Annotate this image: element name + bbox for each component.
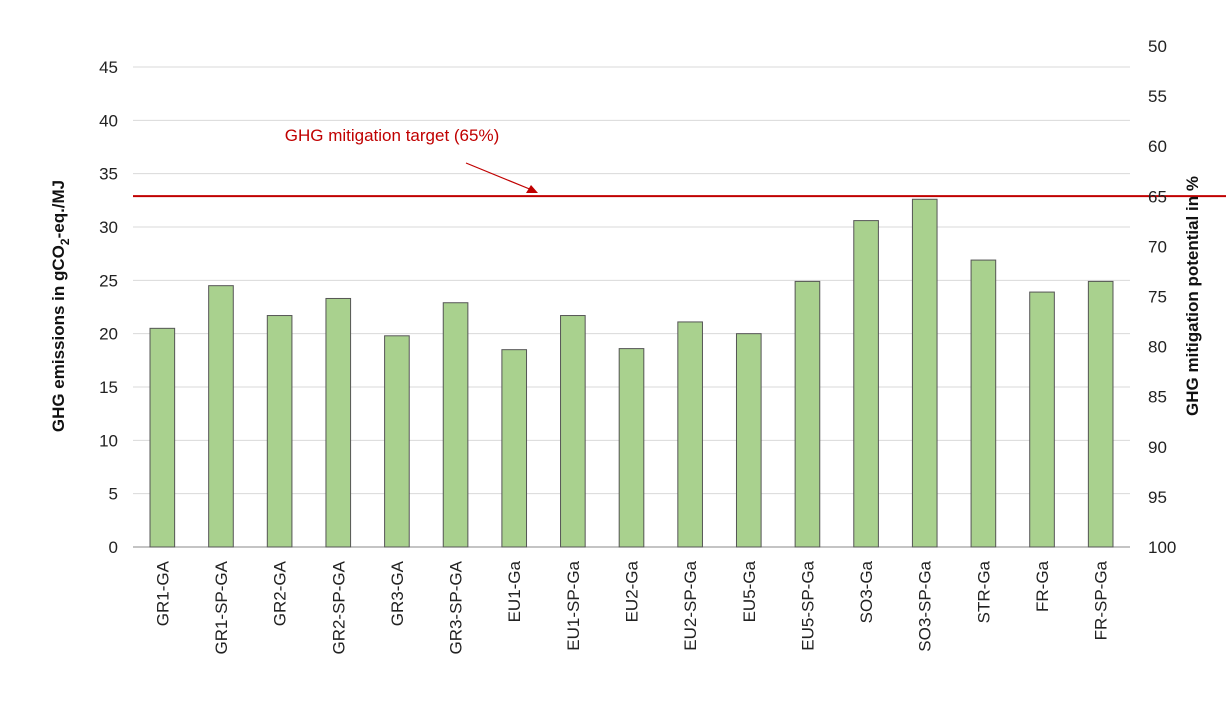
target-annotation: GHG mitigation target (65%) — [285, 126, 499, 145]
y2-tick-label: 95 — [1148, 488, 1167, 507]
y2-axis-title: GHG mitigation potential in % — [1183, 176, 1202, 416]
y-axis-ticks: 0 5 10 15 20 25 30 35 40 45 — [99, 58, 118, 557]
x-category-label: EU1-Ga — [505, 560, 524, 622]
bar — [1087, 280, 1114, 548]
y2-tick-label: 100 — [1148, 538, 1176, 557]
bar — [560, 315, 586, 548]
y2-axis-ticks: 100 95 90 85 80 75 70 65 60 55 50 — [1148, 37, 1176, 557]
y2-tick-label: 85 — [1148, 388, 1167, 407]
bar — [501, 349, 528, 548]
y-tick-label: 20 — [99, 325, 118, 344]
y-tick-label: 30 — [99, 218, 118, 237]
y-tick-label: 5 — [109, 485, 118, 504]
y2-tick-label: 55 — [1148, 87, 1167, 106]
x-category-label: GR1-SP-GA — [212, 560, 231, 654]
y2-tick-label: 60 — [1148, 137, 1167, 156]
bar — [853, 220, 879, 548]
x-category-label: SO3-SP-Ga — [916, 560, 935, 651]
x-category-label: EU5-Ga — [740, 560, 759, 622]
gridlines — [133, 66, 1130, 548]
bar — [970, 259, 997, 548]
y-axis-title: GHG emissions in gCO2-eq./MJ — [49, 180, 72, 432]
bar — [149, 327, 176, 548]
bar — [677, 321, 703, 548]
y-tick-label: 35 — [99, 165, 118, 184]
bar — [442, 302, 469, 548]
x-category-label: GR3-GA — [388, 560, 407, 626]
target-line-group — [133, 162, 1226, 198]
x-category-label: GR2-SP-GA — [329, 560, 348, 654]
bar — [384, 335, 410, 548]
y-tick-label: 10 — [99, 431, 118, 450]
annotation-arrow — [465, 162, 533, 191]
y2-tick-label: 90 — [1148, 438, 1167, 457]
bar — [794, 280, 821, 548]
y-tick-label: 0 — [109, 538, 118, 557]
x-category-label: FR-Ga — [1033, 560, 1052, 612]
bar — [618, 348, 645, 548]
x-category-label: GR3-SP-GA — [447, 560, 466, 654]
x-category-label: SO3-Ga — [857, 560, 876, 623]
x-category-label: EU1-SP-Ga — [564, 560, 583, 650]
bar — [1029, 291, 1055, 548]
bar — [208, 285, 234, 548]
y2-tick-label: 65 — [1148, 187, 1167, 206]
bar — [325, 297, 352, 548]
x-category-label: STR-Ga — [974, 560, 993, 623]
x-category-label: GR1-GA — [153, 560, 172, 626]
x-category-label: EU5-SP-Ga — [798, 560, 817, 650]
y-tick-label: 15 — [99, 378, 118, 397]
y2-tick-label: 50 — [1148, 37, 1167, 56]
x-category-label: GR2-GA — [271, 560, 290, 626]
y2-tick-label: 75 — [1148, 288, 1167, 307]
y2-tick-label: 80 — [1148, 338, 1167, 357]
bar — [735, 333, 762, 548]
x-category-label: FR-SP-Ga — [1092, 560, 1111, 640]
x-category-label: EU2-Ga — [623, 560, 642, 622]
y-tick-label: 25 — [99, 271, 118, 290]
bar — [266, 315, 293, 548]
x-category-label: EU2-SP-Ga — [681, 560, 700, 650]
bar — [911, 198, 938, 548]
x-axis-categories: GR1-GA GR1-SP-GA GR2-GA GR2-SP-GA GR3-GA GR3-… — [153, 560, 1110, 654]
y-tick-label: 40 — [99, 111, 118, 130]
annotation-arrowhead — [526, 185, 538, 193]
y-tick-label: 45 — [99, 58, 118, 77]
bars — [149, 198, 1114, 548]
y2-tick-label: 70 — [1148, 237, 1167, 256]
